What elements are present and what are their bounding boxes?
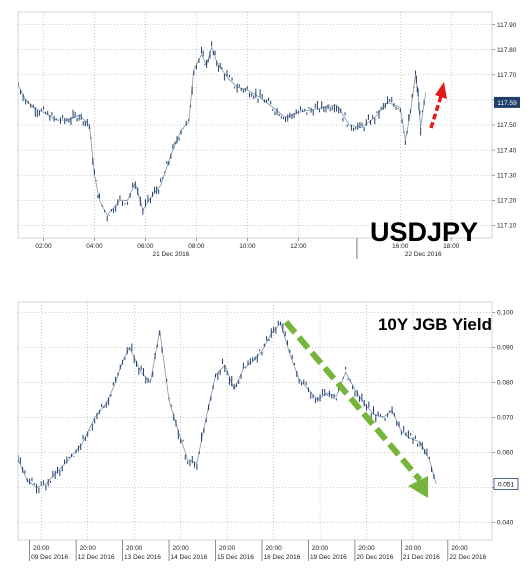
x-date-label: 22 Dec 2016	[405, 251, 442, 258]
y-tick-label: 117.40	[497, 147, 517, 154]
y-tick-label: 117.30	[497, 172, 517, 179]
x-tick-label: 20:00	[219, 545, 236, 552]
x-date-label: 16 Dec 2016	[263, 554, 300, 561]
x-date-label: 21 Dec 2016	[152, 251, 189, 258]
up-arrow-head-icon	[435, 82, 447, 99]
jgb-title: 10Y JGB Yield	[378, 315, 492, 334]
y-tick-label: 117.10	[497, 223, 517, 230]
x-tick-label: 18:00	[443, 243, 460, 250]
jgb-plot-area	[17, 301, 493, 541]
x-tick-label: 20:00	[405, 545, 422, 552]
y-tick-label: 117.80	[497, 47, 517, 54]
usdjpy-last-value-label: 117.59	[497, 100, 517, 107]
usdjpy-last-value-box	[494, 96, 520, 108]
usdjpy-y-axis: 117.10117.20117.30117.40117.50117.60117.…	[492, 22, 517, 230]
up-arrow-icon	[429, 95, 443, 129]
x-date-label: 15 Dec 2016	[217, 554, 254, 561]
x-tick-label: 10:00	[239, 243, 256, 250]
x-tick-label: 20:00	[80, 545, 97, 552]
series-line	[18, 45, 427, 217]
x-date-label: 09 Dec 2016	[31, 554, 68, 561]
x-tick-label: 12:00	[290, 243, 307, 250]
x-date-label: 14 Dec 2016	[171, 554, 208, 561]
x-date-label: 20 Dec 2016	[356, 554, 393, 561]
down-arrow-icon	[283, 320, 423, 482]
x-date-label: 12 Dec 2016	[78, 554, 115, 561]
x-tick-label: 20:00	[358, 545, 375, 552]
y-tick-label: 117.50	[497, 122, 517, 129]
down-arrow-head-icon	[408, 476, 428, 498]
jgb-last-value-box	[493, 478, 519, 490]
x-tick-label: 02:00	[35, 243, 52, 250]
x-tick-label: 20:00	[312, 545, 329, 552]
y-tick-label: 117.70	[497, 72, 517, 79]
x-tick-label: 20:00	[126, 545, 143, 552]
y-tick-label: 0.080	[497, 380, 514, 387]
jgb-grid	[18, 302, 492, 540]
jgb-last-value-label: 0.051	[498, 481, 515, 488]
y-tick-label: 0.060	[497, 450, 514, 457]
y-tick-label: 0.040	[497, 520, 514, 527]
x-tick-label: 06:00	[137, 243, 154, 250]
x-tick-label: 20:00	[173, 545, 190, 552]
y-tick-label: 0.090	[497, 345, 514, 352]
usdjpy-title: USDJPY	[370, 217, 478, 247]
y-tick-label: 117.90	[497, 22, 517, 29]
usdjpy-price-series	[18, 41, 427, 222]
jgb-yield-series	[18, 320, 437, 494]
x-date-label: 22 Dec 2016	[449, 554, 486, 561]
jgb-x-axis: 09 Dec 2016 20:00 12 Dec 2016 20:00 13 Dec 2…	[29, 540, 487, 561]
x-tick-label: 20:00	[451, 545, 468, 552]
x-tick-label: 04:00	[86, 243, 103, 250]
x-tick-label: 20:00	[33, 545, 50, 552]
x-date-label: 13 Dec 2016	[124, 554, 161, 561]
x-date-label: 19 Dec 2016	[310, 554, 347, 561]
x-tick-label: 08:00	[188, 243, 205, 250]
x-date-label: 21 Dec 2016	[403, 554, 440, 561]
usdjpy-x-axis: 02:00 04:00 06:00 08:00 10:00 12:00 16:00 18:00…	[35, 238, 460, 259]
y-tick-label: 117.20	[497, 198, 517, 205]
usdjpy-last-value-tag: 117.59	[494, 96, 520, 108]
x-tick-label: 20:00	[265, 545, 282, 552]
y-tick-label: 0.100	[497, 310, 514, 317]
series-line	[18, 322, 437, 488]
jgb-last-value-tag: 0.051	[493, 478, 519, 490]
usdjpy-grid	[18, 12, 492, 238]
x-tick-label: 16:00	[392, 243, 409, 250]
y-tick-label: 0.070	[497, 415, 514, 422]
usdjpy-chart: 117.10117.20117.30117.40117.50117.60117.…	[17, 11, 520, 259]
